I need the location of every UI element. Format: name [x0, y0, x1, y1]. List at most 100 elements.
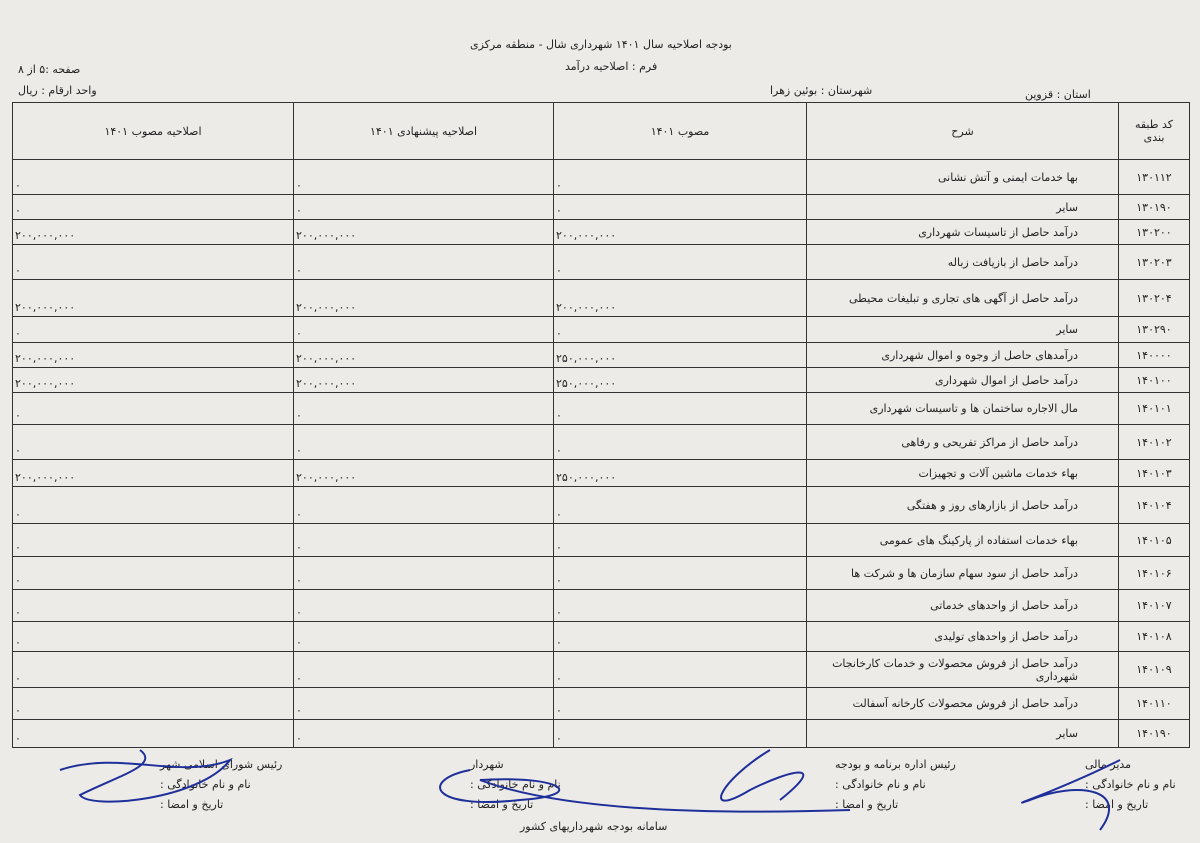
table-row: ۱۳۰۲۰۴ درآمد حاصل از آگهی های تجاری و تبل… [12, 279, 1190, 317]
cell-desc: بهاء خدمات استفاده از پارکینگ های عمومی [806, 523, 1119, 557]
cell-code: ۱۳۰۲۹۰ [1118, 316, 1190, 343]
unit-label: واحد ارقام : ریال [18, 84, 97, 97]
cell-proposed: ۰ [293, 621, 554, 652]
cell-approved: ۰ [553, 244, 807, 280]
cell-proposed: ۰ [293, 244, 554, 280]
table-row: ۱۴۰۱۰۶ درآمد حاصل از سود سهام سازمان ها و… [12, 556, 1190, 590]
cell-desc: درآمد حاصل از واحدهای تولیدی [806, 621, 1119, 652]
cell-proposed: ۰ [293, 589, 554, 622]
col-desc: شرح [806, 102, 1119, 160]
cell-approved: ۰ [553, 159, 807, 195]
cell-code: ۱۳۰۲۰۴ [1118, 279, 1190, 317]
cell-desc: درآمد حاصل از بازیافت زباله [806, 244, 1119, 280]
table-row: ۱۴۰۱۰۲ درآمد حاصل از مراکز تفریحی و رفاهی… [12, 424, 1190, 460]
cell-amended: ۰ [12, 316, 294, 343]
table-header: کد طبقه بندی شرح مصوب ۱۴۰۱ اصلاحیه پیشنه… [12, 102, 1190, 160]
cell-code: ۱۴۰۱۰۶ [1118, 556, 1190, 590]
cell-amended: ۰ [12, 589, 294, 622]
signature-scribbles [59, 749, 1121, 831]
cell-proposed: ۰ [293, 159, 554, 195]
cell-proposed: ۲۰۰,۰۰۰,۰۰۰ [293, 219, 554, 245]
col-approved: مصوب ۱۴۰۱ [553, 102, 807, 160]
cell-amended: ۰ [12, 523, 294, 557]
cell-proposed: ۰ [293, 523, 554, 557]
cell-proposed: ۰ [293, 719, 554, 748]
signature-name: نام و نام خانوادگی : [1085, 778, 1176, 791]
cell-code: ۱۴۰۱۰۹ [1118, 651, 1190, 688]
cell-proposed: ۲۰۰,۰۰۰,۰۰۰ [293, 459, 554, 487]
cell-code: ۱۳۰۱۱۲ [1118, 159, 1190, 195]
province-label: استان : قزوین [1025, 88, 1091, 101]
table-row: ۱۴۰۱۰۱ مال الاجاره ساختمان ها و تاسیسات ش… [12, 392, 1190, 425]
cell-code: ۱۴۰۱۰۵ [1118, 523, 1190, 557]
cell-amended: ۰ [12, 621, 294, 652]
cell-desc: سایر [806, 194, 1119, 220]
cell-approved: ۰ [553, 719, 807, 748]
signature-mayor [439, 769, 851, 813]
cell-proposed: ۰ [293, 651, 554, 688]
cell-code: ۱۳۰۲۰۰ [1118, 219, 1190, 245]
cell-desc: درآمد حاصل از آگهی های تجاری و تبلیغات م… [806, 279, 1119, 317]
cell-desc: درآمد حاصل از فروش محصولات کارخانه آسفال… [806, 687, 1119, 720]
cell-approved: ۰ [553, 523, 807, 557]
cell-amended: ۰ [12, 486, 294, 524]
cell-approved: ۰ [553, 651, 807, 688]
cell-amended: ۰ [12, 556, 294, 590]
cell-proposed: ۰ [293, 424, 554, 460]
cell-code: ۱۴۰۱۰۳ [1118, 459, 1190, 487]
cell-desc: درآمد حاصل از واحدهای خدماتی [806, 589, 1119, 622]
cell-proposed: ۲۰۰,۰۰۰,۰۰۰ [293, 279, 554, 317]
cell-desc: درآمد حاصل از مراکز تفریحی و رفاهی [806, 424, 1119, 460]
cell-approved: ۰ [553, 194, 807, 220]
signature-date: تاریخ و امضا : [1085, 798, 1149, 811]
table-row: ۱۳۰۱۱۲ بها خدمات ایمنی و آتش نشانی ۰ ۰ ۰ [12, 159, 1190, 195]
cell-amended: ۲۰۰,۰۰۰,۰۰۰ [12, 279, 294, 317]
cell-approved: ۰ [553, 316, 807, 343]
signature-finance [1021, 759, 1121, 831]
revenue-table: کد طبقه بندی شرح مصوب ۱۴۰۱ اصلاحیه پیشنه… [12, 102, 1190, 748]
table-row: ۱۳۰۲۹۰ سایر ۰ ۰ ۰ [12, 316, 1190, 343]
signature-name: نام و نام خانوادگی : [160, 778, 251, 791]
cell-approved: ۲۵۰,۰۰۰,۰۰۰ [553, 342, 807, 368]
page-number: صفحه :۵ از ۸ [18, 63, 81, 76]
document-title: بودجه اصلاحیه سال ۱۴۰۱ شهرداری شال - منط… [470, 38, 732, 51]
cell-desc: بهاء خدمات ماشین آلات و تجهیزات [806, 459, 1119, 487]
table-row: ۱۳۰۲۰۰ درآمد حاصل از تاسیسات شهرداری ۲۰۰,۰… [12, 219, 1190, 245]
signature-date: تاریخ و امضا : [835, 798, 899, 811]
cell-amended: ۰ [12, 424, 294, 460]
table-row: ۱۴۰۱۰۳ بهاء خدمات ماشین آلات و تجهیزات ۲۵۰… [12, 459, 1190, 487]
col-code: کد طبقه بندی [1118, 102, 1190, 160]
signature-budget [720, 749, 805, 802]
cell-approved: ۲۵۰,۰۰۰,۰۰۰ [553, 459, 807, 487]
table-row: ۱۴۰۱۰۹ درآمد حاصل از فروش محصولات و خدمات… [12, 651, 1190, 688]
cell-approved: ۰ [553, 486, 807, 524]
cell-proposed: ۰ [293, 392, 554, 425]
cell-code: ۱۳۰۱۹۰ [1118, 194, 1190, 220]
cell-approved: ۰ [553, 392, 807, 425]
cell-desc: درآمد حاصل از فروش محصولات و خدمات کارخا… [806, 651, 1119, 688]
footer-text: سامانه بودجه شهرداریهای کشور [520, 820, 668, 833]
cell-code: ۱۴۰۱۰۱ [1118, 392, 1190, 425]
table-row: ۱۳۰۲۰۳ درآمد حاصل از بازیافت زباله ۰ ۰ ۰ [12, 244, 1190, 280]
cell-code: ۱۴۰۱۱۰ [1118, 687, 1190, 720]
table-row: ۱۴۰۱۰۰ درآمد حاصل از اموال شهرداری ۲۵۰,۰۰۰… [12, 367, 1190, 393]
table-row: ۱۳۰۱۹۰ سایر ۰ ۰ ۰ [12, 194, 1190, 220]
cell-approved: ۰ [553, 424, 807, 460]
table-row: ۱۴۰۱۰۵ بهاء خدمات استفاده از پارکینگ های … [12, 523, 1190, 557]
col-proposed: اصلاحیه پیشنهادی ۱۴۰۱ [293, 102, 554, 160]
cell-proposed: ۲۰۰,۰۰۰,۰۰۰ [293, 367, 554, 393]
cell-code: ۱۴۰۰۰۰ [1118, 342, 1190, 368]
cell-amended: ۰ [12, 651, 294, 688]
cell-proposed: ۰ [293, 556, 554, 590]
cell-proposed: ۲۰۰,۰۰۰,۰۰۰ [293, 342, 554, 368]
county-label: شهرستان : بوئین زهرا [770, 84, 873, 97]
cell-proposed: ۰ [293, 486, 554, 524]
cell-amended: ۲۰۰,۰۰۰,۰۰۰ [12, 459, 294, 487]
cell-code: ۱۴۰۱۰۷ [1118, 589, 1190, 622]
cell-code: ۱۴۰۱۹۰ [1118, 719, 1190, 748]
signature-title: شهردار [470, 758, 504, 771]
signature-name: نام و نام خانوادگی : [835, 778, 926, 791]
signature-council [59, 749, 233, 803]
cell-proposed: ۰ [293, 194, 554, 220]
